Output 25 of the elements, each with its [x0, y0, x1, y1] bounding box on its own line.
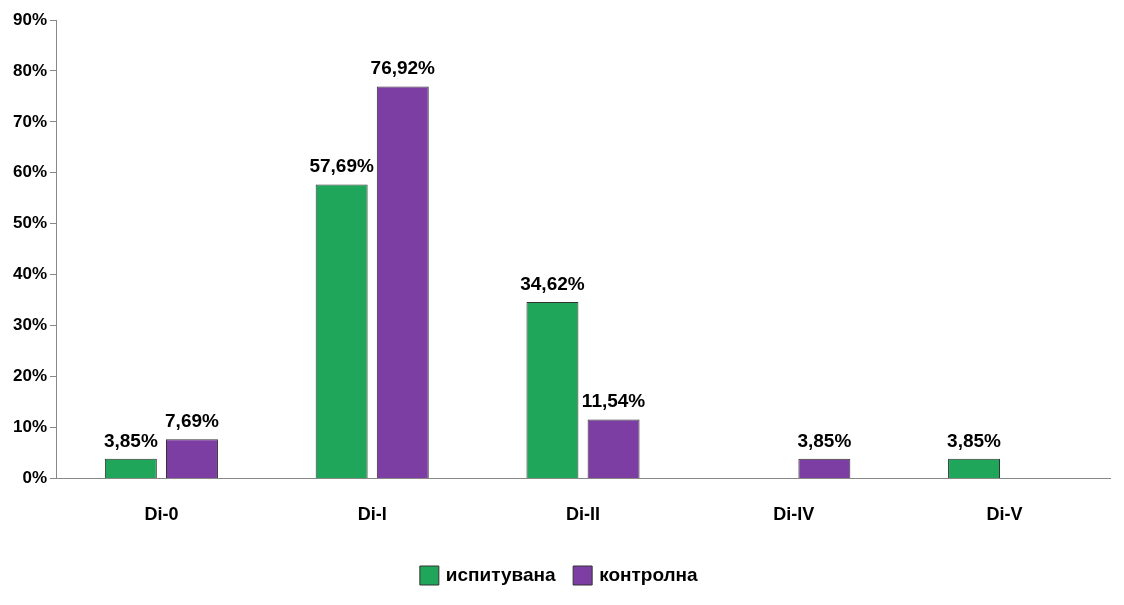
y-tick-label: 30% [12, 315, 48, 335]
legend-label: контролна [599, 563, 699, 585]
y-tick-label: 90% [12, 9, 48, 29]
y-tick-label: 60% [12, 162, 48, 182]
data-label: 3,85% [797, 429, 852, 451]
x-tick-label: Di-V [986, 504, 1023, 525]
y-tick-label: 50% [12, 213, 48, 233]
y-tick-label: 70% [12, 111, 48, 131]
y-tick-label: 20% [12, 366, 48, 386]
y-tick-label: 0% [22, 468, 48, 488]
data-label: 57,69% [309, 155, 374, 177]
data-label: 11,54% [581, 390, 646, 412]
x-tick-label: Di-I [357, 504, 387, 525]
data-label: 3,85% [103, 429, 158, 451]
data-label: 34,62% [520, 272, 585, 294]
x-tick-label: Di-IV [773, 504, 815, 525]
legend-label: испитувана [445, 563, 557, 585]
data-label: 76,92% [370, 57, 436, 79]
y-tick-label: 10% [12, 417, 48, 437]
y-tick-label: 80% [12, 60, 48, 80]
x-tick-label: Di-0 [144, 504, 179, 525]
data-label: 7,69% [165, 409, 220, 431]
y-tick-label: 40% [12, 264, 48, 284]
x-tick-label: Di-II [566, 504, 601, 525]
data-label: 3,85% [947, 429, 1002, 451]
